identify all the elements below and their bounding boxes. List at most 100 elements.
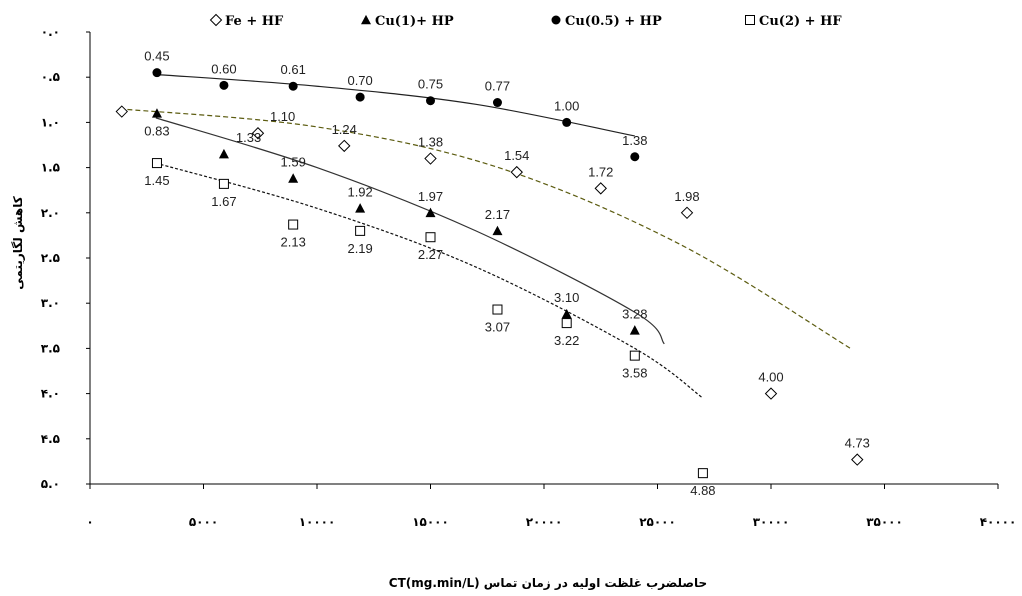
data-point — [680, 206, 694, 220]
data-points — [115, 68, 864, 479]
data-label: 1.59 — [281, 154, 306, 169]
data-point — [594, 182, 607, 195]
data-point — [561, 318, 572, 329]
data-point — [630, 152, 640, 162]
data-label: 4.73 — [845, 436, 870, 451]
data-point — [251, 127, 265, 140]
y-tick-label: ۱.۰ — [41, 115, 60, 129]
legend-marker — [551, 15, 561, 25]
trendline — [155, 162, 704, 399]
chart-axes: ۰ ۵۰۰۰ ۱۰۰۰۰ ۱۵۰۰۰ ۲۰۰۰۰ ۲۵۰۰۰ ۳۰۰۰۰ ۳۵۰۰۰ ۴۰۰۰۰… — [41, 25, 1017, 529]
x-tick-label: ۳۵۰۰۰ — [866, 515, 903, 529]
data-point — [492, 98, 502, 108]
y-tick-label: ۳.۵ — [41, 341, 60, 355]
data-label: 0.70 — [347, 73, 372, 88]
data-label: 1.00 — [554, 98, 579, 113]
data-label: 3.10 — [554, 290, 579, 305]
legend-marker — [745, 15, 755, 25]
trendlines — [119, 73, 851, 399]
data-point — [510, 165, 523, 179]
data-point — [151, 108, 162, 118]
data-label: 1.38 — [622, 133, 647, 148]
legend-marker — [361, 14, 371, 25]
data-point — [218, 178, 229, 189]
x-tick-label: ۳۰۰۰۰ — [753, 515, 790, 529]
data-label: 1.92 — [347, 184, 372, 199]
data-label: 2.27 — [418, 247, 443, 262]
data-label: 0.45 — [144, 49, 169, 64]
data-point — [851, 453, 864, 466]
data-label: 1.72 — [588, 164, 613, 179]
data-point — [288, 81, 298, 91]
y-tick-label: ۲.۰ — [41, 206, 60, 220]
data-point — [288, 219, 299, 230]
data-point — [424, 152, 437, 165]
data-label: 3.58 — [622, 366, 647, 381]
legend-label: Fe + HF — [225, 14, 284, 29]
data-label: 2.13 — [281, 235, 306, 250]
data-label: 1.38 — [418, 135, 443, 150]
data-label: 0.77 — [485, 79, 510, 94]
x-tick-label: ۲۵۰۰۰ — [639, 515, 676, 529]
legend-label: Cu(1)+ HP — [375, 14, 454, 29]
legend-label: Cu(2) + HF — [759, 14, 842, 29]
data-point — [219, 80, 229, 90]
data-label: 4.88 — [690, 483, 715, 498]
y-axis-title: کاهش لگاریتمی — [11, 196, 25, 289]
data-point — [355, 225, 366, 236]
data-label: 0.61 — [281, 62, 306, 77]
data-point — [288, 173, 299, 183]
data-point — [355, 203, 366, 213]
data-point — [629, 325, 640, 335]
y-tick-label: ۰.۰ — [41, 25, 60, 39]
x-axis-title: CT(mg.min/L) حاصلضرب غلظت اولیه در زمان … — [389, 576, 707, 591]
y-tick-label: ۴.۵ — [41, 432, 60, 446]
data-point — [492, 225, 503, 236]
x-tick-label: ۰ — [86, 515, 93, 529]
data-label: 1.10 — [270, 109, 295, 124]
data-point — [152, 68, 162, 78]
data-label: 1.67 — [211, 194, 236, 209]
data-label: 4.00 — [758, 370, 783, 385]
data-point — [764, 387, 778, 400]
data-point — [425, 232, 436, 243]
data-label: 1.24 — [332, 122, 357, 137]
data-label: 0.75 — [418, 77, 443, 92]
data-labels: 1.10 1.24 1.38 1.54 1.72 1.98 4.00 4.73 0.83 1.33… — [144, 49, 870, 498]
data-label: 1.97 — [418, 189, 443, 204]
trendline — [155, 117, 665, 345]
y-tick-label: ۵.۰ — [41, 477, 60, 491]
x-tick-label: ۴۰۰۰۰ — [980, 515, 1017, 529]
x-tick-label: ۱۵۰۰۰ — [412, 515, 449, 529]
data-point — [426, 96, 435, 106]
data-label: 1.98 — [674, 189, 699, 204]
data-label: 1.33 — [236, 130, 261, 145]
y-tick-label: ۲.۵ — [41, 251, 60, 265]
data-label: 0.83 — [144, 123, 169, 138]
data-point — [561, 308, 572, 319]
y-tick-label: ۳.۰ — [41, 296, 60, 310]
data-point — [697, 468, 708, 479]
data-label: 3.07 — [485, 320, 510, 335]
data-label: 2.19 — [347, 241, 372, 256]
y-tick-label: ۱.۵ — [41, 161, 60, 175]
data-label: 0.60 — [211, 61, 236, 76]
x-tick-label: ۱۰۰۰۰ — [299, 515, 336, 529]
data-point — [562, 117, 572, 127]
data-point — [338, 139, 351, 153]
data-point — [629, 350, 640, 361]
trendline — [119, 108, 851, 349]
data-label: 1.45 — [144, 173, 169, 188]
legend-marker — [209, 13, 223, 27]
chart-legend: Fe + HF Cu(1)+ HP Cu(0.5) + HP Cu(2) + HF — [209, 13, 842, 29]
data-point — [151, 158, 162, 169]
data-point — [425, 207, 436, 218]
data-point — [218, 148, 229, 159]
y-tick-label: ۰.۵ — [41, 70, 60, 84]
x-tick-label: ۲۰۰۰۰ — [526, 515, 563, 529]
data-label: 3.22 — [554, 333, 579, 348]
legend-label: Cu(0.5) + HP — [565, 14, 662, 29]
data-label: 1.54 — [504, 148, 529, 163]
data-label: 3.28 — [622, 306, 647, 321]
